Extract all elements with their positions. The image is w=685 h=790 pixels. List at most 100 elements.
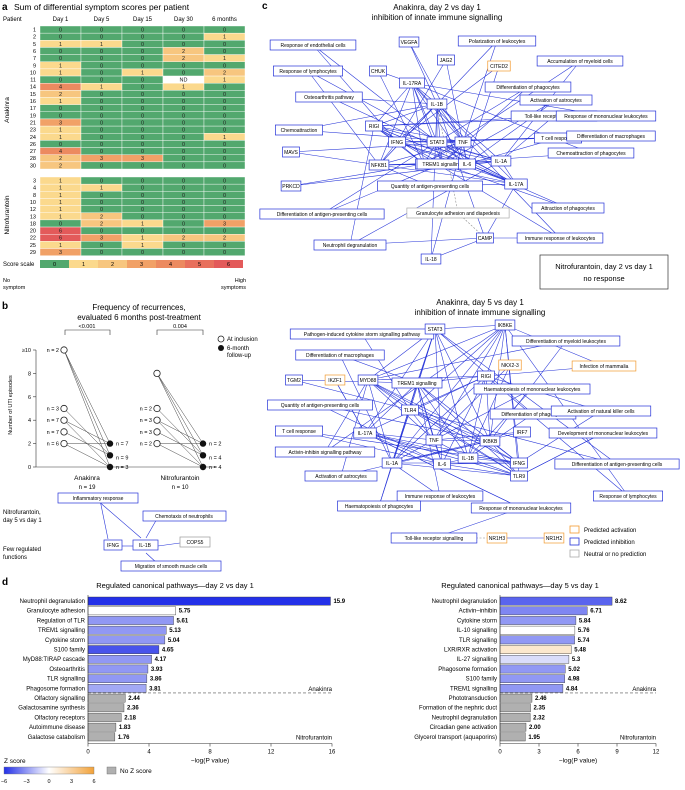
- heatmap-cell-value: 1: [100, 42, 103, 48]
- network-edge: [411, 82, 468, 165]
- bar-category-label: Activin–inhibin: [459, 609, 497, 615]
- bar: [499, 596, 613, 606]
- heatmap-cell-value: 1: [59, 207, 62, 213]
- xtick-label: 12: [268, 750, 275, 756]
- ytick-label: 0: [28, 465, 31, 471]
- heatmap-cell-value: 0: [182, 135, 185, 141]
- network-edge: [436, 103, 459, 214]
- heatmap-cell-value: 0: [141, 128, 144, 134]
- heatmap-cell-value: 0: [223, 28, 226, 34]
- bar-value-label: 4.84: [566, 686, 578, 692]
- heatmap-cell-value: 0: [141, 120, 144, 126]
- recurrence-plot: Anakinra n = 19 n = 2 n = 3 n = 7 n = 7 n = 6 n…: [47, 346, 221, 491]
- inclusion-point: [60, 346, 68, 354]
- followup-point: [106, 452, 114, 459]
- followup-point: [199, 440, 207, 447]
- heatmap-cell-value: 0: [141, 229, 144, 235]
- network-node: Chemoattraction: [275, 124, 323, 136]
- heatmap-cell-value: 0: [141, 207, 144, 213]
- network-node: Response of lymphocytes: [273, 65, 343, 77]
- heatmap-cell-value: 0: [223, 250, 226, 256]
- heatmap-cell-value: 1: [141, 243, 144, 249]
- panel-b: b Frequency of recurrences, evaluated 6 …: [2, 301, 258, 572]
- svg-text:Activation of natural killer c: Activation of natural killer cells: [568, 409, 635, 415]
- bar-category-label: Glycerol transport (aquaporins): [414, 735, 497, 741]
- network-edge: [378, 382, 418, 507]
- network-node: VEGFA: [398, 36, 420, 48]
- bar-category-label: Cytokine storm: [457, 618, 497, 624]
- svg-text:VEGFA: VEGFA: [401, 40, 418, 46]
- svg-text:Infection of mammalia: Infection of mammalia: [580, 364, 629, 370]
- heatmap-cell: [203, 161, 246, 170]
- network-edge: [307, 70, 517, 185]
- network-node: Immune response of leukocytes: [396, 490, 484, 502]
- heatmap-cell-value: ND: [180, 78, 188, 84]
- inclusion-n: n = 2: [140, 442, 152, 448]
- inclusion-point: [153, 439, 161, 448]
- network-node: TGM2: [285, 374, 303, 386]
- network-edge: [485, 324, 506, 377]
- heatmap-cell-value: 6: [59, 236, 62, 242]
- ytick-label: 4: [28, 418, 31, 424]
- patient-id: 24: [30, 135, 36, 141]
- heatmap-cell-value: 0: [182, 193, 185, 199]
- svg-text:Differentiation of phagocytes: Differentiation of phagocytes: [501, 412, 565, 418]
- heatmap-cell-value: 1: [182, 85, 185, 91]
- network-node: MYD88: [357, 374, 379, 386]
- scale-value: 4: [169, 262, 172, 268]
- followup-point: [199, 463, 207, 471]
- panel-d: d Regulated canonical pathways—day 2 vs …: [1, 577, 660, 785]
- network-edge: [364, 375, 487, 434]
- bar-value-label: 2.18: [124, 715, 136, 721]
- svg-text:Polarization of leukocytes: Polarization of leukocytes: [469, 39, 526, 45]
- network-node: IFNG: [388, 136, 406, 148]
- heatmap-cell-value: 0: [223, 92, 226, 98]
- bar-value-label: 15.9: [333, 599, 345, 605]
- bar-xlabel: −log(P value): [559, 758, 597, 765]
- svg-text:IL-1B: IL-1B: [431, 102, 444, 108]
- svg-text:IL-6: IL-6: [463, 162, 472, 168]
- network-legend: Predicted activation Predicted inhibitio…: [569, 525, 646, 558]
- network-node: Response of mononuclear leukocytes: [555, 110, 657, 122]
- heatmap-cell-value: 0: [223, 113, 226, 119]
- patient-id: 8: [33, 193, 36, 199]
- network-edge: [324, 379, 369, 453]
- bar: [87, 635, 166, 645]
- network-edge: [396, 65, 500, 143]
- svg-text:Neutrophil degranulation: Neutrophil degranulation: [323, 243, 378, 249]
- heatmap-cell-value: 0: [223, 85, 226, 91]
- patient-id: 10: [30, 200, 36, 206]
- network-node: IL-6: [458, 158, 476, 170]
- heatmap-cell-value: 0: [100, 193, 103, 199]
- pvalue-bracket-anakinra: [64, 329, 111, 335]
- heatmap-cell-value: 1: [223, 78, 226, 84]
- svg-text:Activin-inhibin signalling pat: Activin-inhibin signalling pathway: [288, 450, 362, 456]
- network-edge: [364, 432, 522, 509]
- network-node: Haematopoiesis of phagocytes: [337, 500, 421, 512]
- bar: [499, 606, 588, 616]
- bar: [87, 674, 148, 683]
- xtick-label: 16: [329, 750, 336, 756]
- network-node: Differentiation of antigen-presenting ce…: [259, 208, 385, 220]
- network-edge: [391, 324, 506, 464]
- heatmap-cell-value: 2: [100, 221, 103, 227]
- network-node: NR1H2: [543, 532, 565, 544]
- bar-value-label: 2.00: [529, 725, 541, 731]
- heatmap-cell-value: 0: [223, 156, 226, 162]
- heatmap-cell-value: 0: [100, 207, 103, 213]
- svg-text:MYD88: MYD88: [360, 378, 377, 384]
- heatmap-cell-value: 0: [141, 135, 144, 141]
- network-edge: [391, 462, 520, 477]
- followup-n: n = 9: [116, 455, 128, 461]
- svg-text:Response of mononuclear leukoc: Response of mononuclear leukocytes: [564, 114, 648, 120]
- scale-value: 1: [82, 262, 85, 268]
- scale-low-label-2: symptom: [3, 285, 26, 291]
- heatmap-cell-value: 0: [182, 35, 185, 41]
- recurrence-axis: 0 2 4 6 8 ≥10: [22, 348, 215, 471]
- bar: [499, 664, 566, 674]
- scale-low-label-1: No: [3, 278, 10, 284]
- heatmap-cell-value: 0: [223, 179, 226, 185]
- heatmap-cell-value: 1: [59, 128, 62, 134]
